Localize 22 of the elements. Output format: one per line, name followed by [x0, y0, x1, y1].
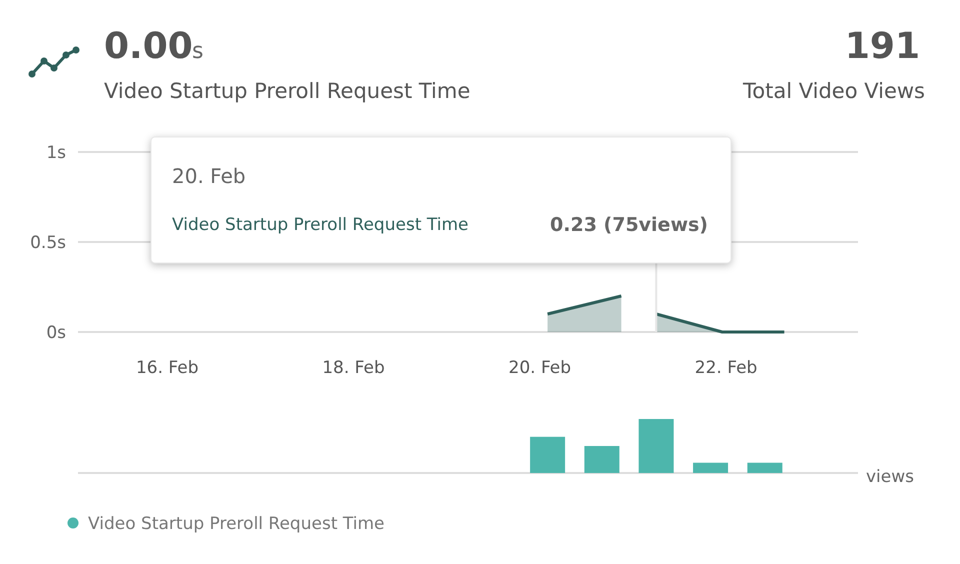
- annotation: 20. Feb: [172, 164, 246, 188]
- text: 0.00: [104, 26, 193, 67]
- text: 191: [844, 26, 920, 67]
- bar: [747, 462, 782, 473]
- text: Total Video Views: [742, 79, 925, 103]
- x-tick-label: 22. Feb: [694, 358, 758, 378]
- x-tick-label: 18. Feb: [322, 358, 385, 378]
- bar: [584, 446, 620, 473]
- bar: [693, 462, 728, 473]
- bar: [530, 436, 566, 473]
- bar: [638, 419, 674, 473]
- x-tick-label: 16. Feb: [136, 358, 199, 378]
- y-tick-label: 1s: [46, 142, 66, 163]
- text: s: [192, 39, 204, 64]
- legend-label: Video Startup Preroll Request Time: [88, 514, 384, 534]
- y-axis-title: views: [866, 467, 914, 487]
- annotation: Video Startup Preroll Request Time: [172, 215, 468, 235]
- annotation: 0.23 (75views): [550, 214, 708, 236]
- x-tick-label: 20. Feb: [508, 358, 572, 378]
- y-tick-label: 0s: [46, 322, 66, 343]
- text: Video Startup Preroll Request Time: [104, 79, 470, 103]
- y-tick-label: 0.5s: [30, 232, 66, 253]
